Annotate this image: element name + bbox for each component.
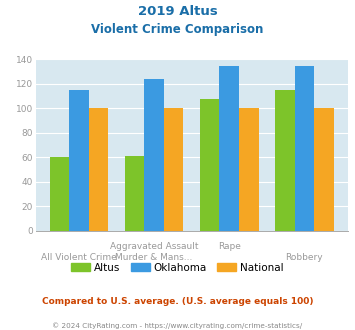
Legend: Altus, Oklahoma, National: Altus, Oklahoma, National (67, 259, 288, 277)
Bar (144, 79, 164, 231)
Bar (164, 109, 184, 231)
Bar (125, 156, 144, 231)
Bar (69, 90, 89, 231)
Bar (200, 99, 219, 231)
Bar (295, 66, 314, 231)
Text: All Violent Crime: All Violent Crime (41, 253, 117, 262)
Bar (219, 66, 239, 231)
Text: Violent Crime Comparison: Violent Crime Comparison (91, 23, 264, 36)
Text: Rape: Rape (218, 242, 241, 251)
Text: Murder & Mans...: Murder & Mans... (115, 253, 193, 262)
Bar (239, 109, 258, 231)
Text: Robbery: Robbery (285, 253, 323, 262)
Bar (50, 157, 69, 231)
Text: Aggravated Assault: Aggravated Assault (110, 242, 198, 251)
Bar (314, 109, 334, 231)
Text: © 2024 CityRating.com - https://www.cityrating.com/crime-statistics/: © 2024 CityRating.com - https://www.city… (53, 323, 302, 329)
Text: 2019 Altus: 2019 Altus (138, 5, 217, 18)
Bar (89, 109, 108, 231)
Text: Compared to U.S. average. (U.S. average equals 100): Compared to U.S. average. (U.S. average … (42, 297, 313, 306)
Bar (275, 90, 295, 231)
